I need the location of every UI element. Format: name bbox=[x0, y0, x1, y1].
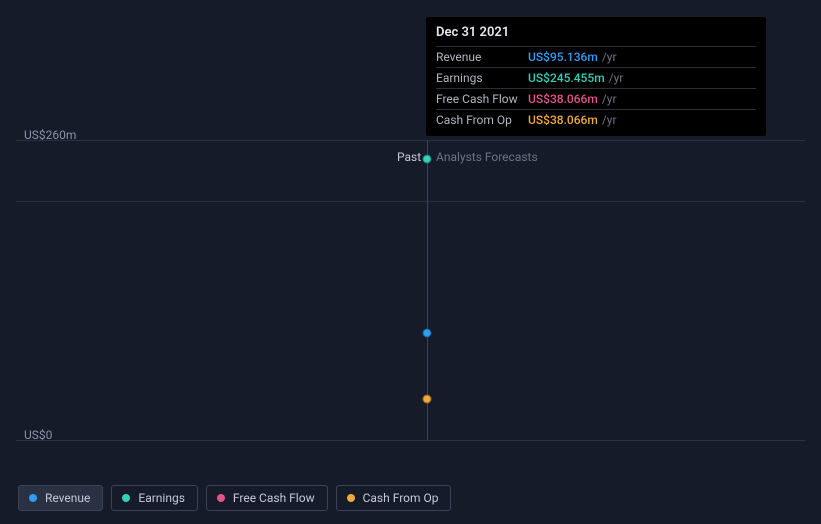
tooltip-row-cfo: Cash From OpUS$38.066m/yr bbox=[436, 109, 756, 130]
tooltip-metric-label: Earnings bbox=[436, 71, 528, 85]
tooltip-metric-value: US$95.136m bbox=[528, 50, 598, 64]
tooltip-metric-unit: /yr bbox=[602, 113, 617, 127]
legend-dot-icon bbox=[122, 494, 130, 502]
yaxis-max-label: US$260m bbox=[24, 128, 76, 142]
tooltip-metric-unit: /yr bbox=[602, 50, 617, 64]
legend-item-revenue[interactable]: Revenue bbox=[18, 485, 103, 511]
legend-item-label: Earnings bbox=[138, 491, 185, 505]
yaxis-min-label: US$0 bbox=[24, 428, 52, 442]
legend-dot-icon bbox=[217, 494, 225, 502]
legend-item-earnings[interactable]: Earnings bbox=[111, 485, 198, 511]
legend-dot-icon bbox=[347, 494, 355, 502]
tooltip-metric-unit: /yr bbox=[609, 71, 624, 85]
tooltip-metric-label: Free Cash Flow bbox=[436, 92, 528, 106]
legend-dot-icon bbox=[29, 494, 37, 502]
tooltip-row-fcf: Free Cash FlowUS$38.066m/yr bbox=[436, 88, 756, 109]
tooltip-metric-label: Cash From Op bbox=[436, 113, 528, 127]
gridline-mid bbox=[16, 201, 805, 202]
tooltip-row-revenue: RevenueUS$95.136m/yr bbox=[436, 46, 756, 67]
legend-item-cfo[interactable]: Cash From Op bbox=[336, 485, 452, 511]
legend-item-fcf[interactable]: Free Cash Flow bbox=[206, 485, 328, 511]
tooltip-metric-value: US$245.455m bbox=[528, 71, 605, 85]
tooltip-metric-value: US$38.066m bbox=[528, 113, 598, 127]
past-label: Past bbox=[397, 150, 421, 164]
legend-item-label: Cash From Op bbox=[363, 491, 439, 505]
tooltip-row-earnings: EarningsUS$245.455m/yr bbox=[436, 67, 756, 88]
gridline-ymin bbox=[16, 440, 805, 441]
marker-earnings[interactable] bbox=[423, 155, 432, 164]
chart-tooltip: Dec 31 2021 RevenueUS$95.136m/yrEarnings… bbox=[426, 17, 766, 136]
gridline-ymax bbox=[16, 140, 805, 141]
tooltip-metric-value: US$38.066m bbox=[528, 92, 598, 106]
forecast-label: Analysts Forecasts bbox=[436, 150, 538, 164]
legend-item-label: Free Cash Flow bbox=[233, 491, 315, 505]
marker-revenue[interactable] bbox=[423, 329, 432, 338]
tooltip-metric-label: Revenue bbox=[436, 50, 528, 64]
tooltip-metric-unit: /yr bbox=[602, 92, 617, 106]
chart-legend: Revenue Earnings Free Cash Flow Cash From O… bbox=[18, 485, 451, 511]
marker-cfo[interactable] bbox=[423, 395, 432, 404]
tooltip-date: Dec 31 2021 bbox=[436, 25, 756, 46]
legend-item-label: Revenue bbox=[45, 491, 90, 505]
